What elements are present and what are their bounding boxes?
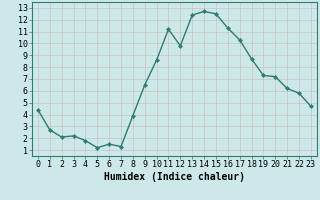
X-axis label: Humidex (Indice chaleur): Humidex (Indice chaleur) <box>104 172 245 182</box>
